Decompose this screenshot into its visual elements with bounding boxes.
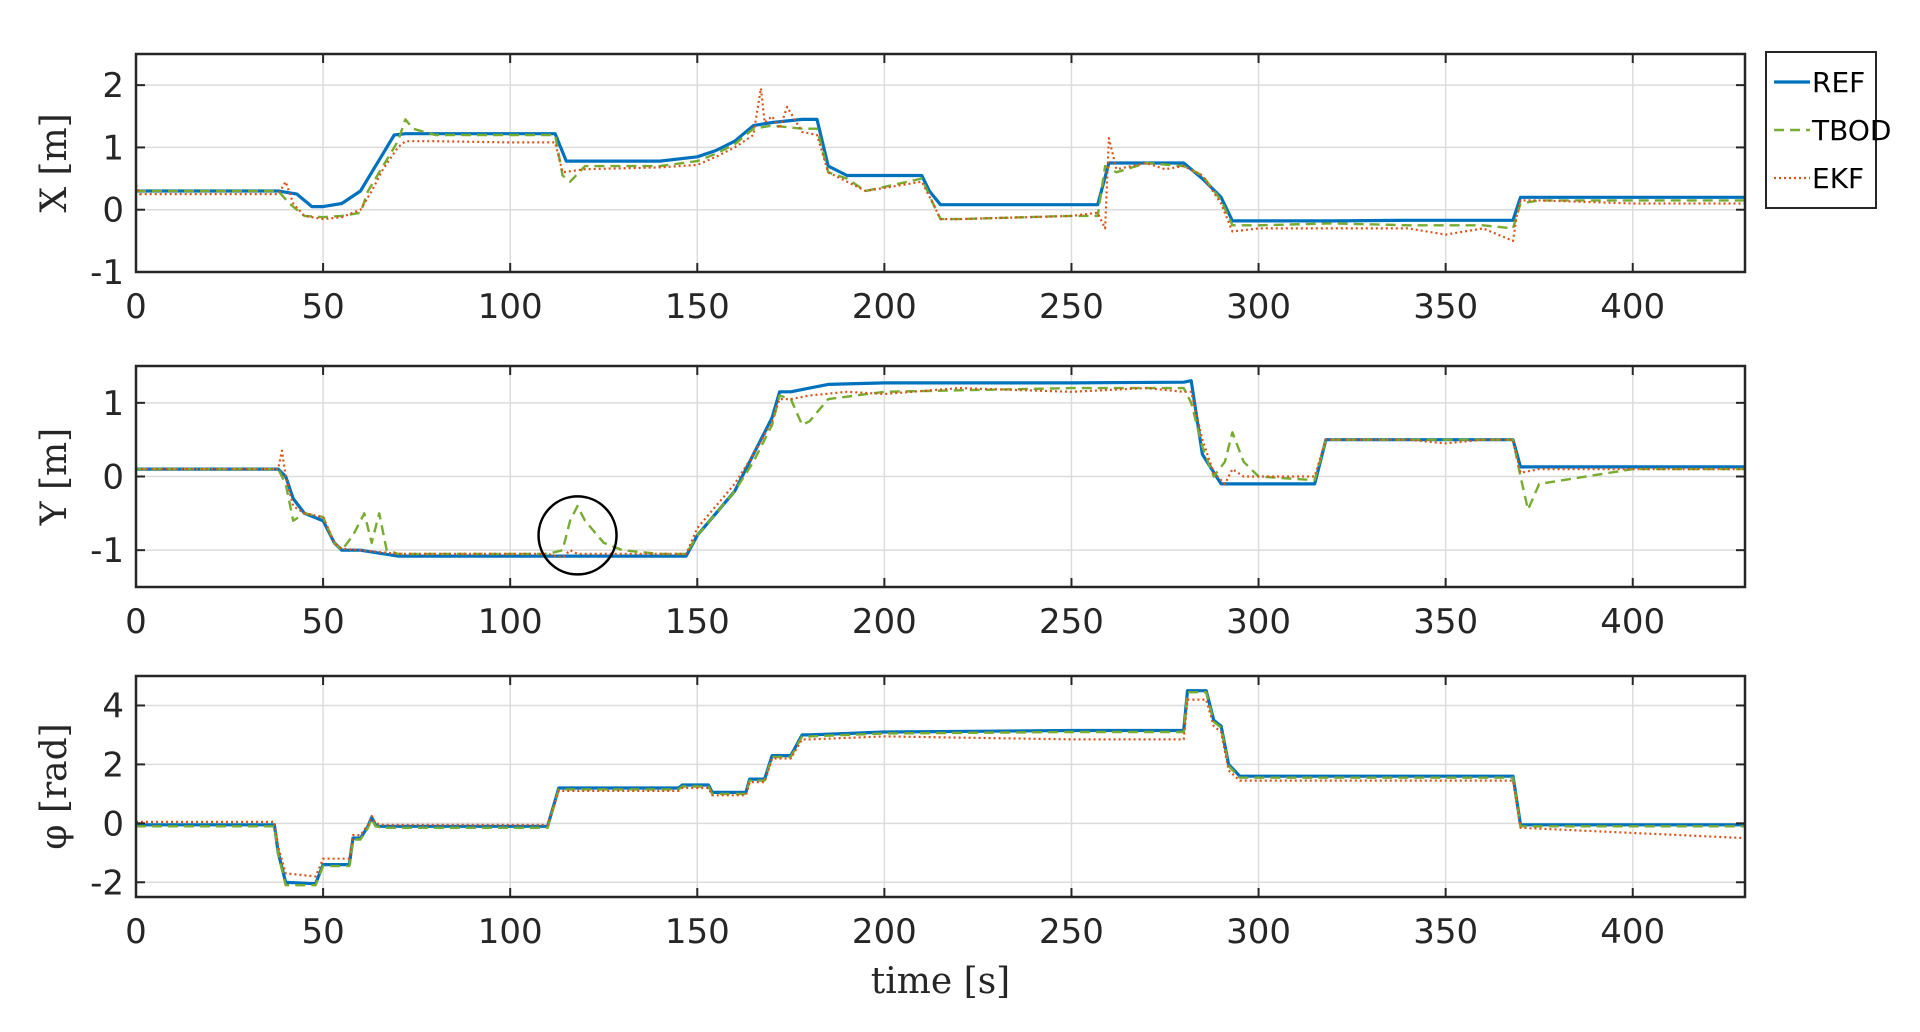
- axes-frame: [134, 52, 1747, 274]
- y-tick-label: 2: [102, 745, 124, 785]
- x-tick-label: 350: [1413, 602, 1478, 642]
- y-axis-label: Y [m]: [34, 428, 75, 526]
- y-axis-label: X [m]: [34, 113, 75, 212]
- x-tick-label: 50: [301, 287, 344, 327]
- legend-label-ekf: EKF: [1812, 162, 1864, 195]
- x-tick-label: 350: [1413, 287, 1478, 327]
- x-tick-label: 400: [1600, 602, 1665, 642]
- x-tick-label: 150: [665, 287, 730, 327]
- x-tick-label: 300: [1226, 912, 1291, 952]
- y-axis-label: φ [rad]: [34, 723, 75, 849]
- y-tick-label: 1: [102, 384, 124, 424]
- x-axis-label: time [s]: [871, 961, 1010, 1002]
- x-tick-label: 250: [1039, 912, 1104, 952]
- series-line-tbod: [136, 691, 1745, 887]
- x-tick-label: 300: [1226, 287, 1291, 327]
- x-tick-label: 0: [125, 912, 147, 952]
- x-tick-label: 200: [852, 912, 917, 952]
- legend-box: [1765, 51, 1877, 209]
- x-tick-label: 150: [665, 602, 730, 642]
- series-line-tbod: [136, 386, 1745, 556]
- x-tick-label: 400: [1600, 287, 1665, 327]
- y-tick-label: 1: [102, 128, 124, 168]
- plot-area: [136, 54, 1745, 272]
- series-line-ekf: [134, 87, 1745, 242]
- x-tick-label: 150: [665, 912, 730, 952]
- x-tick-label: 300: [1226, 602, 1291, 642]
- x-tick-label: 50: [301, 602, 344, 642]
- y-tick-label: 4: [102, 686, 124, 726]
- y-tick-label: 0: [102, 804, 124, 844]
- series-line-ekf: [136, 387, 1745, 559]
- y-tick-label: -1: [90, 531, 124, 571]
- y-tick-label: 0: [102, 191, 124, 231]
- annotation-circle: [537, 495, 618, 576]
- axes-frame: [134, 674, 1747, 899]
- x-tick-label: 200: [852, 602, 917, 642]
- legend-label-ref: REF: [1812, 66, 1865, 99]
- legend-label-tbod: TBOD: [1811, 114, 1891, 147]
- x-tick-label: 250: [1039, 287, 1104, 327]
- x-tick-label: 400: [1600, 912, 1665, 952]
- x-tick-label: 100: [478, 912, 543, 952]
- series-line-tbod: [136, 118, 1745, 230]
- series-line-ref: [136, 117, 1745, 223]
- x-tick-label: 350: [1413, 912, 1478, 952]
- x-tick-label: 0: [125, 602, 147, 642]
- x-tick-label: 50: [301, 912, 344, 952]
- y-tick-label: -1: [90, 253, 124, 293]
- y-tick-label: 0: [102, 458, 124, 498]
- y-tick-label: -2: [90, 863, 124, 903]
- legend: REF TBOD EKF: [1765, 51, 1891, 209]
- plot-area: [136, 676, 1745, 897]
- x-tick-label: 250: [1039, 602, 1104, 642]
- x-tick-label: 200: [852, 287, 917, 327]
- y-tick-label: 2: [102, 66, 124, 106]
- x-tick-label: 100: [478, 287, 543, 327]
- x-tick-label: 100: [478, 602, 543, 642]
- x-tick-label: 0: [125, 287, 147, 327]
